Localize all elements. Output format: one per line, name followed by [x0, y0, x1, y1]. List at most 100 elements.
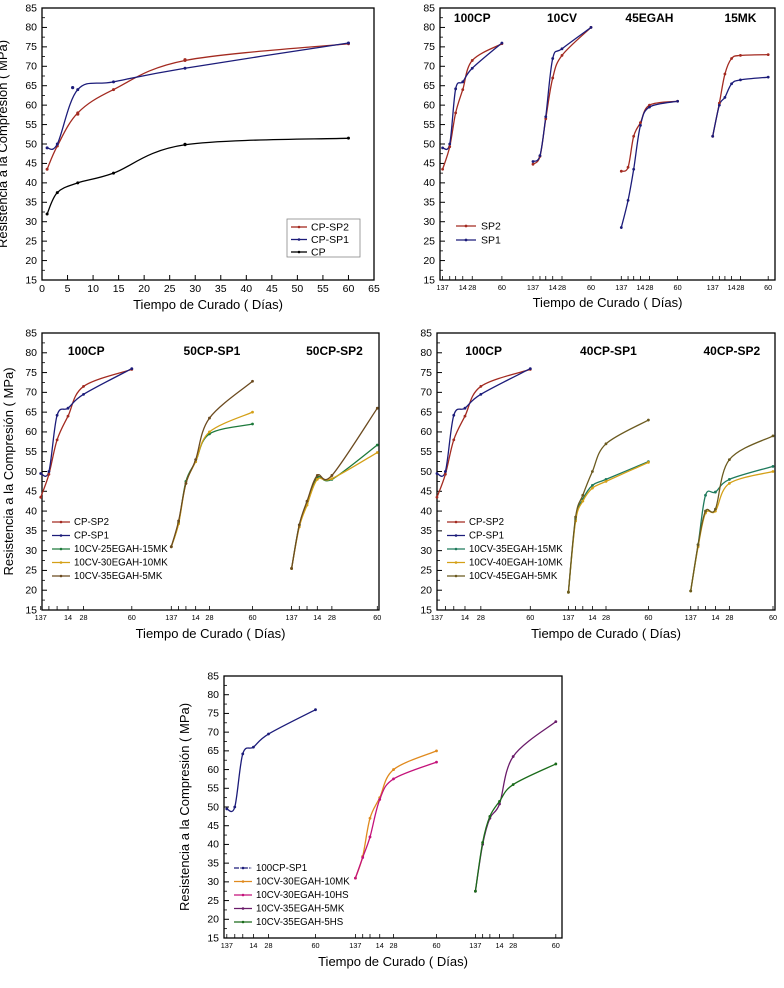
- svg-text:CP: CP: [311, 246, 326, 258]
- svg-text:137: 137: [35, 613, 47, 622]
- svg-text:28: 28: [645, 283, 653, 292]
- svg-text:10CV: 10CV: [547, 11, 577, 25]
- svg-text:45: 45: [420, 486, 432, 498]
- svg-text:14: 14: [461, 613, 469, 622]
- svg-text:45: 45: [25, 158, 37, 170]
- svg-text:Tiempo de Curado ( Días): Tiempo de Curado ( Días): [318, 954, 468, 969]
- svg-text:10CV-35EGAH-5MK: 10CV-35EGAH-5MK: [74, 571, 163, 582]
- svg-text:14: 14: [249, 941, 257, 950]
- svg-text:25: 25: [164, 283, 176, 295]
- svg-text:60: 60: [207, 764, 219, 776]
- svg-text:75: 75: [25, 41, 37, 53]
- svg-text:80: 80: [25, 347, 37, 359]
- svg-text:137: 137: [685, 613, 697, 622]
- svg-text:50: 50: [25, 138, 37, 150]
- svg-text:35: 35: [420, 525, 432, 537]
- svg-text:70: 70: [423, 61, 435, 73]
- svg-text:14: 14: [192, 613, 200, 622]
- svg-text:35: 35: [25, 525, 37, 537]
- svg-text:50: 50: [292, 283, 304, 295]
- svg-text:28: 28: [205, 613, 213, 622]
- svg-text:70: 70: [25, 387, 37, 399]
- svg-text:60: 60: [25, 99, 37, 111]
- svg-text:35: 35: [207, 857, 219, 869]
- svg-text:Tiempo de Curado ( Días): Tiempo de Curado ( Días): [531, 626, 681, 641]
- svg-text:60: 60: [311, 941, 319, 950]
- svg-text:40: 40: [207, 839, 219, 851]
- svg-text:30: 30: [25, 216, 37, 228]
- svg-text:28: 28: [468, 283, 476, 292]
- svg-text:40CP-SP2: 40CP-SP2: [703, 344, 760, 358]
- svg-text:14: 14: [728, 283, 736, 292]
- svg-text:CP-SP1: CP-SP1: [469, 531, 504, 542]
- svg-text:65: 65: [420, 406, 432, 418]
- svg-text:45: 45: [423, 158, 435, 170]
- svg-text:CP-SP2: CP-SP2: [311, 221, 349, 233]
- svg-text:80: 80: [420, 347, 432, 359]
- svg-text:40: 40: [423, 177, 435, 189]
- svg-text:100CP: 100CP: [454, 11, 491, 25]
- svg-text:Resistencia a la Compresión (: Resistencia a la Compresión ( MPa): [0, 40, 10, 248]
- svg-text:Tiempo de Curado ( Días): Tiempo de Curado ( Días): [533, 295, 683, 310]
- svg-text:137: 137: [707, 283, 719, 292]
- svg-text:65: 65: [368, 283, 380, 295]
- svg-text:75: 75: [423, 41, 435, 53]
- svg-text:35: 35: [423, 197, 435, 209]
- svg-text:70: 70: [207, 726, 219, 738]
- svg-text:60: 60: [423, 99, 435, 111]
- svg-text:60: 60: [420, 426, 432, 438]
- svg-text:CP-SP2: CP-SP2: [469, 517, 504, 528]
- svg-text:28: 28: [264, 941, 272, 950]
- svg-text:60: 60: [526, 613, 534, 622]
- svg-text:Tiempo de Curado ( Días): Tiempo de Curado ( Días): [136, 626, 286, 641]
- svg-text:50: 50: [207, 801, 219, 813]
- svg-text:10CV-40EGAH-10MK: 10CV-40EGAH-10MK: [469, 558, 563, 569]
- svg-text:25: 25: [25, 235, 37, 247]
- svg-text:20: 20: [420, 585, 432, 597]
- svg-text:137: 137: [165, 613, 177, 622]
- svg-text:30: 30: [207, 876, 219, 888]
- svg-text:15: 15: [113, 283, 125, 295]
- svg-text:65: 65: [423, 80, 435, 92]
- svg-text:14: 14: [636, 283, 644, 292]
- svg-text:40CP-SP1: 40CP-SP1: [580, 344, 637, 358]
- svg-text:60: 60: [552, 941, 560, 950]
- svg-text:28: 28: [477, 613, 485, 622]
- svg-text:Tiempo de Curado ( Días): Tiempo de Curado ( Días): [133, 297, 283, 312]
- svg-text:40: 40: [25, 177, 37, 189]
- svg-text:75: 75: [207, 708, 219, 720]
- svg-text:137: 137: [349, 941, 361, 950]
- svg-text:50: 50: [420, 466, 432, 478]
- svg-text:60: 60: [498, 283, 506, 292]
- svg-text:25: 25: [25, 565, 37, 577]
- svg-text:60: 60: [769, 613, 777, 622]
- svg-text:25: 25: [423, 235, 435, 247]
- svg-text:80: 80: [207, 689, 219, 701]
- svg-text:20: 20: [207, 914, 219, 926]
- svg-text:28: 28: [602, 613, 610, 622]
- svg-text:100CP: 100CP: [465, 344, 502, 358]
- svg-text:14: 14: [588, 613, 596, 622]
- svg-text:SP1: SP1: [481, 234, 501, 246]
- svg-text:137: 137: [562, 613, 574, 622]
- svg-text:45: 45: [266, 283, 278, 295]
- svg-text:60: 60: [373, 613, 381, 622]
- svg-text:50CP-SP1: 50CP-SP1: [184, 344, 241, 358]
- svg-text:40: 40: [240, 283, 252, 295]
- svg-text:85: 85: [423, 2, 435, 14]
- svg-text:65: 65: [207, 745, 219, 757]
- svg-text:10CV-30EGAH-10HS: 10CV-30EGAH-10HS: [256, 890, 349, 901]
- svg-text:85: 85: [207, 670, 219, 682]
- svg-text:20: 20: [25, 255, 37, 267]
- svg-text:70: 70: [25, 61, 37, 73]
- svg-text:70: 70: [420, 387, 432, 399]
- svg-text:55: 55: [423, 119, 435, 131]
- svg-text:55: 55: [25, 446, 37, 458]
- svg-text:30: 30: [423, 216, 435, 228]
- svg-text:15MK: 15MK: [724, 11, 756, 25]
- svg-text:55: 55: [25, 119, 37, 131]
- svg-text:60: 60: [432, 941, 440, 950]
- svg-text:10CV-25EGAH-15MK: 10CV-25EGAH-15MK: [74, 544, 168, 555]
- svg-text:14: 14: [376, 941, 384, 950]
- svg-text:28: 28: [328, 613, 336, 622]
